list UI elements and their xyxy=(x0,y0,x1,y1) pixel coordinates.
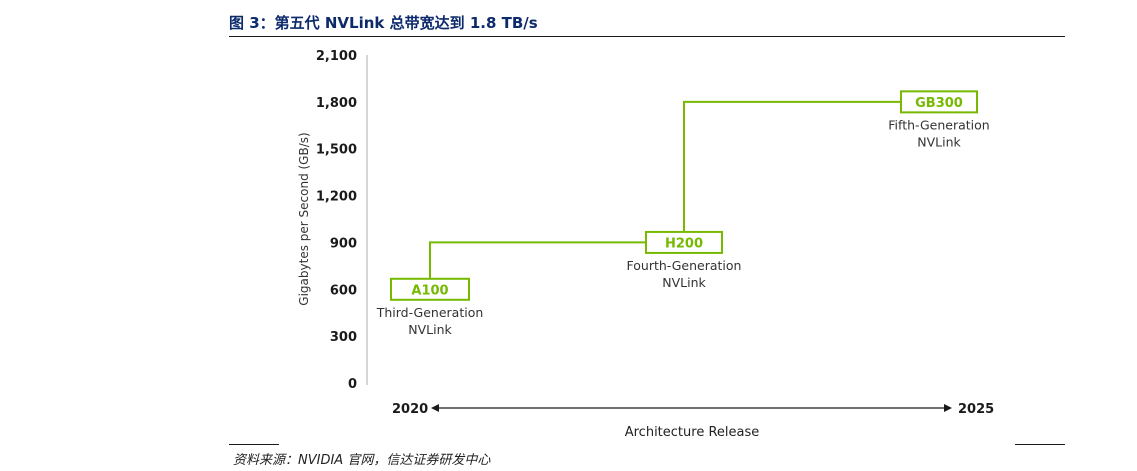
data-point-gb300: GB300 Fifth-Generation NVLink xyxy=(888,90,990,149)
source-note: 资料来源：NVIDIA 官网，信达证券研发中心 xyxy=(233,453,491,468)
x-axis: 2020 2025 Architecture Release xyxy=(392,402,994,440)
generation-label-line2: NVLink xyxy=(917,134,961,149)
x-end-label: 2025 xyxy=(958,402,994,417)
generation-label: Third-Generation xyxy=(376,305,484,320)
y-axis: 2,100 1,800 1,500 1,200 900 600 300 0 Gigabytes … xyxy=(297,49,368,392)
top-rule xyxy=(229,36,1065,37)
arrow-right-icon xyxy=(944,404,952,412)
y-tick-label: 1,500 xyxy=(316,143,357,158)
y-tick-label: 1,800 xyxy=(316,96,357,111)
y-tick-label: 600 xyxy=(330,283,357,298)
product-label: GB300 xyxy=(915,96,963,111)
generation-label-line2: NVLink xyxy=(662,275,706,290)
y-tick-label: 900 xyxy=(330,236,357,251)
product-box xyxy=(390,277,470,301)
product-markers: A100 Third-Generation NVLink H200 Fourth-Gen… xyxy=(376,90,990,337)
y-tick-label: 0 xyxy=(348,377,357,392)
generation-label: Fifth-Generation xyxy=(888,117,989,132)
data-point-h200: H200 Fourth-Generation NVLink xyxy=(627,230,742,290)
generation-label-line2: NVLink xyxy=(408,322,452,337)
product-label: H200 xyxy=(665,236,703,251)
x-axis-title: Architecture Release xyxy=(625,425,760,440)
y-tick-label: 1,200 xyxy=(316,190,357,205)
y-axis-title: Gigabytes per Second (GB/s) xyxy=(297,132,311,305)
product-label: A100 xyxy=(411,283,448,298)
arrow-left-icon xyxy=(431,404,439,412)
y-tick-label: 300 xyxy=(330,330,357,345)
product-box xyxy=(900,90,978,114)
figure-title: 图 3：第五代 NVLink 总带宽达到 1.8 TB/s xyxy=(229,14,538,32)
generation-label: Fourth-Generation xyxy=(627,258,742,273)
bottom-rule-left xyxy=(229,444,279,445)
x-start-label: 2020 xyxy=(392,402,428,417)
y-tick-label: 2,100 xyxy=(316,49,357,64)
product-box xyxy=(645,230,723,254)
data-point-a100: A100 Third-Generation NVLink xyxy=(376,277,484,337)
bottom-rule-right xyxy=(1015,444,1065,445)
